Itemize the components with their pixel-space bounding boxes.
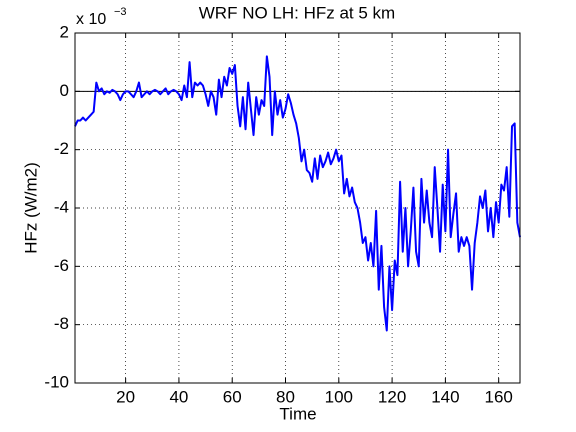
y-scale-exponent: −3 [114,6,127,18]
y-tick-label: -10 [44,372,69,391]
y-tick-label: 2 [60,22,69,41]
plot-frame [74,32,521,384]
data-line [74,55,521,332]
y-tick-label: -6 [54,256,69,275]
y-axis-label: HFz (W/m2) [21,162,40,254]
x-tick-label: 60 [223,387,242,406]
y-tick-label: -2 [54,139,69,158]
chart-title: WRF NO LH: HFz at 5 km [199,3,395,22]
x-axis-label: Time [279,404,316,423]
y-tick-label: -4 [54,197,69,216]
y-tick-label: -8 [54,314,69,333]
x-tick-label: 80 [276,387,295,406]
x-tick-label: 100 [325,387,353,406]
x-tick-label: 160 [484,387,512,406]
y-scale-base: x 10 [76,11,106,28]
x-tick-label: 120 [378,387,406,406]
x-tick-label: 20 [116,387,135,406]
x-tick-label: 40 [169,387,188,406]
y-tick-label: 0 [60,81,69,100]
x-tick-label: 140 [431,387,459,406]
